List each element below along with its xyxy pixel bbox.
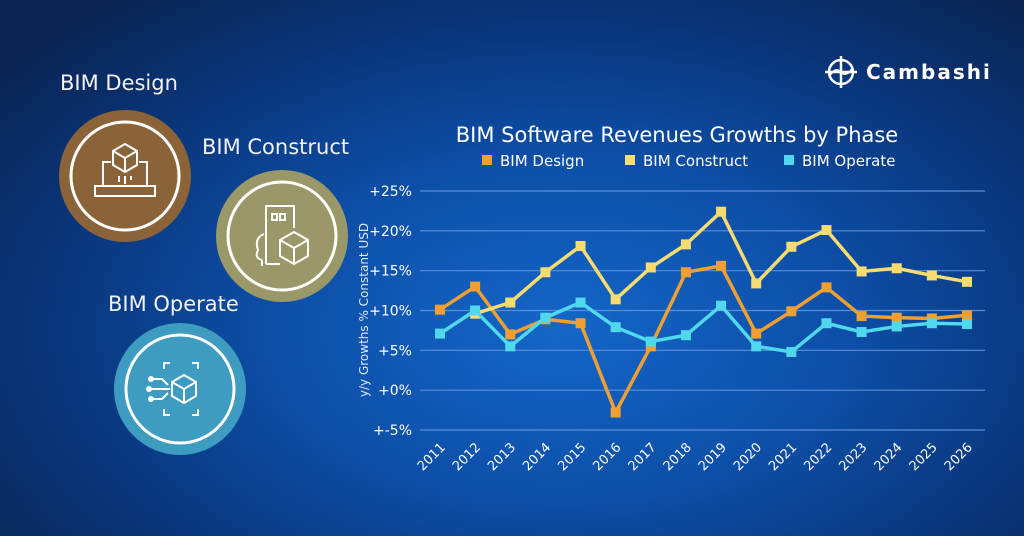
data-point: [716, 260, 727, 271]
x-tick-label: 2019: [696, 440, 730, 474]
y-tick-label: +0%: [378, 383, 412, 399]
compass-logo-icon: [825, 56, 857, 88]
phase-circle-operate: [114, 323, 246, 455]
data-point: [610, 322, 621, 333]
legend-label: BIM Design: [500, 152, 584, 170]
x-tick-label: 2012: [450, 440, 484, 474]
data-point: [962, 310, 972, 321]
data-point: [645, 336, 656, 347]
data-point: [856, 311, 867, 322]
x-tick-label: 2014: [520, 440, 554, 474]
phase-label-construct: BIM Construct: [202, 135, 350, 159]
series-line: [439, 263, 968, 417]
data-point: [821, 225, 832, 236]
data-point: [856, 327, 867, 338]
phase-circle-design: [59, 110, 191, 242]
data-point: [575, 240, 586, 251]
data-point: [505, 297, 516, 308]
chart-legend: BIM Design BIM Construct BIM Operate: [482, 152, 895, 170]
data-point: [435, 328, 445, 339]
data-point: [856, 266, 867, 277]
phase-label-operate: BIM Operate: [108, 292, 239, 316]
legend-swatch: [784, 155, 794, 165]
y-tick-label: +10%: [369, 304, 412, 320]
cambashi-logo: Cambashi: [824, 55, 992, 89]
data-point: [505, 341, 516, 352]
x-tick-label: 2016: [590, 440, 624, 474]
laptop-cube-icon: [69, 120, 181, 232]
x-tick-label: 2011: [415, 440, 449, 474]
data-point: [680, 330, 691, 341]
x-tick-label: 2018: [661, 440, 695, 474]
data-point: [540, 312, 551, 323]
data-point: [786, 306, 797, 317]
data-point: [962, 319, 972, 330]
data-point: [891, 312, 902, 323]
data-point: [751, 328, 762, 339]
data-point: [680, 267, 691, 278]
data-point: [680, 239, 691, 250]
x-tick-label: 2024: [872, 440, 906, 474]
x-tick-label: 2013: [485, 440, 519, 474]
data-point: [926, 318, 937, 329]
data-point: [962, 276, 972, 287]
data-point: [926, 270, 937, 281]
x-tick-label: 2017: [626, 440, 660, 474]
series-line: [439, 300, 968, 354]
data-point: [435, 304, 445, 315]
x-tick-label: 2020: [731, 440, 765, 474]
phase-circle-construct: [216, 170, 348, 302]
chart-title: BIM Software Revenues Growths by Phase: [456, 123, 898, 147]
data-point: [575, 318, 586, 329]
y-tick-label: +15%: [369, 264, 412, 280]
legend-label: BIM Construct: [643, 152, 748, 170]
x-tick-label: 2015: [555, 440, 589, 474]
building-cube-icon: [226, 180, 338, 292]
data-point: [610, 407, 621, 418]
data-point: [821, 318, 832, 329]
y-tick-label: +25%: [369, 184, 412, 200]
x-tick-label: 2022: [801, 440, 835, 474]
data-point: [470, 305, 481, 316]
x-tick-label: 2026: [942, 440, 976, 474]
y-tick-label: +5%: [378, 343, 412, 359]
legend-label: BIM Operate: [802, 152, 895, 170]
data-point: [891, 321, 902, 332]
x-tick-label: 2025: [907, 440, 941, 474]
legend-swatch: [625, 155, 635, 165]
data-point: [786, 241, 797, 252]
y-tick-label: +-5%: [373, 423, 412, 439]
network-cube-icon: [124, 333, 236, 445]
data-point: [716, 300, 727, 311]
data-point: [821, 282, 832, 293]
y-tick-label: +20%: [369, 224, 412, 240]
phase-label-design: BIM Design: [60, 71, 178, 95]
data-point: [751, 341, 762, 352]
data-point: [610, 294, 621, 305]
data-point: [891, 263, 902, 274]
data-point: [540, 267, 551, 278]
data-point: [716, 206, 727, 217]
legend-swatch: [482, 155, 492, 165]
y-axis-label: y/y Growths % Constant USD: [357, 223, 371, 397]
data-point: [786, 346, 797, 357]
brand-name: Cambashi: [866, 60, 992, 84]
data-point: [470, 281, 481, 292]
data-point: [751, 278, 762, 289]
x-tick-label: 2023: [836, 440, 870, 474]
data-point: [645, 262, 656, 273]
data-point: [505, 329, 516, 340]
x-tick-label: 2021: [766, 440, 800, 474]
data-point: [575, 297, 586, 308]
